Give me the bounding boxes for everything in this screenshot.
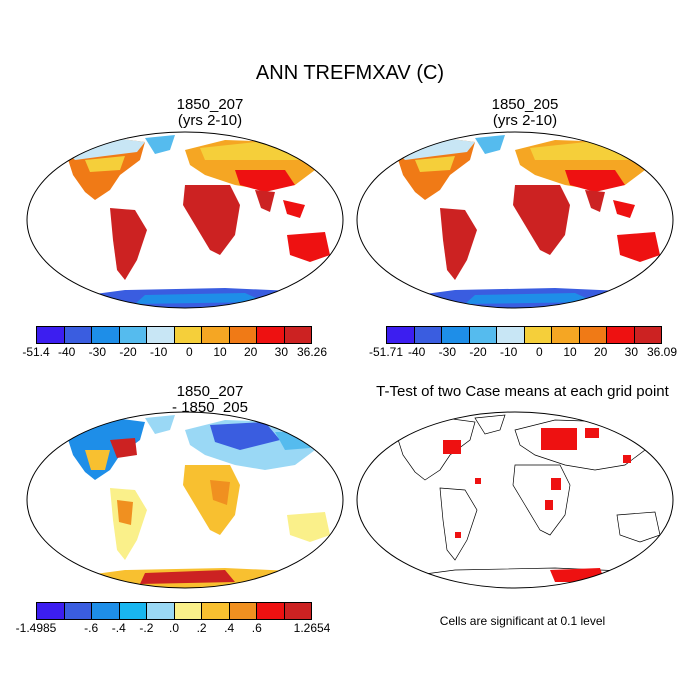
panel-2-title-line2: (yrs 2-10) — [492, 112, 558, 129]
colorbar-2-tick: 20 — [593, 345, 608, 359]
south-america — [110, 208, 147, 280]
colorbar-3-tick: 1.2654 — [293, 621, 331, 635]
colorbar-1-cell — [37, 327, 65, 343]
colorbar-2-tick: -40 — [407, 345, 426, 359]
panel-3-title-line2: - 1850_205 — [172, 399, 248, 416]
panel-3-colorbar — [36, 602, 312, 620]
colorbar-3-cell — [37, 603, 65, 619]
colorbar-2-cell — [387, 327, 415, 343]
colorbar-2-tick: -20 — [469, 345, 487, 359]
colorbar-2-tick: -51.71 — [368, 345, 404, 359]
colorbar-1-tick: -30 — [88, 345, 106, 359]
colorbar-2-cell — [497, 327, 525, 343]
colorbar-3-cell — [284, 603, 311, 619]
panel-4-map — [356, 411, 674, 589]
colorbar-1-cell — [202, 327, 230, 343]
panel-1-map — [26, 131, 344, 309]
colorbar-1-cell — [147, 327, 175, 343]
colorbar-3-cell — [202, 603, 230, 619]
africa — [183, 185, 240, 255]
panel-3-title: 1850_207 - 1850_205 — [45, 384, 375, 416]
colorbar-2-tick: 36.09 — [646, 345, 678, 359]
panel-1-title: 1850_207 (yrs 2-10) — [45, 97, 375, 129]
colorbar-2-tick: 30 — [624, 345, 639, 359]
colorbar-2-cell — [524, 327, 552, 343]
colorbar-2-cell — [442, 327, 470, 343]
colorbar-3-tick: .2 — [196, 621, 207, 635]
colorbar-1-tick: 20 — [243, 345, 258, 359]
figure-title: ANN TREFMXAV (C) — [255, 62, 445, 84]
colorbar-1-cell — [119, 327, 147, 343]
colorbar-3-tick: -1.4985 — [15, 621, 57, 635]
colorbar-3-tick: .0 — [168, 621, 180, 635]
panel-1-title-line1: 1850_207 — [176, 96, 244, 113]
colorbar-1-tick: -10 — [149, 345, 168, 359]
panel-2-map — [356, 131, 674, 309]
colorbar-1-tick: 0 — [185, 345, 193, 359]
colorbar-1-cell — [257, 327, 285, 343]
significance-note: Cells are significant at 0.1 level — [439, 614, 606, 628]
colorbar-3-tick: -.4 — [111, 621, 126, 635]
greenland — [145, 135, 175, 154]
colorbar-3-cell — [147, 603, 175, 619]
colorbar-2-cell — [634, 327, 661, 343]
colorbar-2-cell — [552, 327, 580, 343]
colorbar-3-tick: -.6 — [84, 621, 99, 635]
colorbar-2-cell — [579, 327, 607, 343]
colorbar-1-tick: 10 — [213, 345, 227, 359]
panel-4-title: T-Test of two Case means at each grid po… — [350, 384, 695, 400]
colorbar-1-tick: 36.26 — [296, 345, 328, 359]
colorbar-3-tick: -.2 — [139, 621, 154, 635]
colorbar-3-cell — [229, 603, 257, 619]
colorbar-2-tick: -10 — [499, 345, 518, 359]
colorbar-1-cell — [174, 327, 202, 343]
panel-2-title: 1850_205 (yrs 2-10) — [360, 97, 690, 129]
colorbar-1-cell — [64, 327, 92, 343]
colorbar-1-tick: 30 — [274, 345, 289, 359]
south-asia — [255, 190, 275, 212]
panel-1-colorbar — [36, 326, 312, 344]
colorbar-3-cell — [119, 603, 147, 619]
panel-1-colorbar-ticks: -51.4 -40 -30 -20 -10 0 10 20 30 36.26 — [22, 345, 327, 361]
panel-2-colorbar — [386, 326, 662, 344]
panel-2-colorbar-ticks: -51.71 -40 -30 -20 -10 0 10 20 30 36.09 — [369, 345, 677, 361]
colorbar-2-tick: 10 — [563, 345, 577, 359]
panel-1-title-line2: (yrs 2-10) — [177, 112, 243, 129]
colorbar-3-cell — [174, 603, 202, 619]
colorbar-1-tick: -40 — [57, 345, 76, 359]
colorbar-1-cell — [92, 327, 120, 343]
colorbar-3-tick: .6 — [251, 621, 262, 635]
colorbar-3-cell — [257, 603, 285, 619]
colorbar-3-cell — [92, 603, 120, 619]
colorbar-3-cell — [64, 603, 92, 619]
colorbar-2-cell — [607, 327, 635, 343]
colorbar-1-cell — [229, 327, 257, 343]
colorbar-1-tick: -20 — [119, 345, 137, 359]
panel-4-title-line1: T-Test of two Case means at each grid po… — [376, 383, 669, 400]
panel-3-colorbar-ticks: -1.4985 -.6 -.4 -.2 .0 .2 .4 .6 1.2654 — [16, 621, 331, 637]
panel-3-title-line1: 1850_207 — [176, 383, 244, 400]
panel-2-title-line1: 1850_205 — [491, 96, 559, 113]
panel-3-map — [26, 411, 344, 589]
colorbar-2-cell — [414, 327, 442, 343]
colorbar-2-tick: -30 — [438, 345, 456, 359]
colorbar-3-tick: .4 — [224, 621, 235, 635]
colorbar-1-cell — [284, 327, 311, 343]
colorbar-2-cell — [469, 327, 497, 343]
colorbar-1-tick: -51.4 — [22, 345, 50, 359]
colorbar-2-tick: 0 — [535, 345, 543, 359]
australia — [287, 232, 330, 262]
